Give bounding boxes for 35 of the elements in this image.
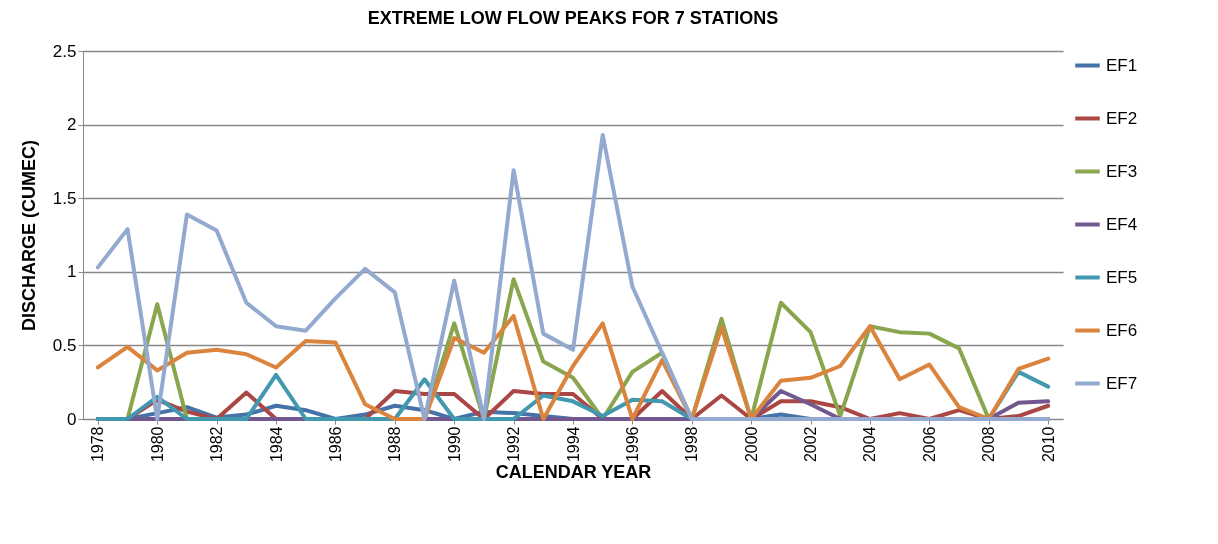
x-tick-label: 1980 — [148, 426, 166, 463]
legend-label: EF2 — [1106, 108, 1138, 128]
x-axis-title: CALENDAR YEAR — [495, 462, 652, 483]
legend-label: EF7 — [1106, 373, 1138, 393]
x-tick-label: 2006 — [920, 426, 938, 463]
legend-label: EF6 — [1106, 320, 1138, 340]
chart-title: EXTREME LOW FLOW PEAKS FOR 7 STATIONS — [367, 8, 779, 28]
x-tick-label: 1996 — [623, 426, 641, 463]
legend-label: EF1 — [1106, 55, 1138, 75]
line-series — [95, 132, 1051, 421]
y-tick-label: 1 — [67, 262, 77, 282]
x-tick-label: 1986 — [326, 426, 344, 463]
x-tick-label: 1978 — [89, 426, 107, 463]
y-tick-label: 0.5 — [52, 335, 77, 355]
y-tick-label: 2.5 — [52, 41, 77, 61]
y-tick-label: 2 — [67, 115, 77, 135]
x-tick-label: 2000 — [742, 426, 760, 463]
y-tick-label: 1.5 — [52, 188, 77, 208]
legend-label: EF3 — [1106, 161, 1138, 181]
legend-label: EF5 — [1106, 267, 1138, 287]
line-series — [95, 313, 1051, 421]
x-tick-label: 1992 — [505, 426, 523, 463]
x-tick-label: 1994 — [564, 426, 582, 463]
y-tick-label: 0 — [67, 409, 77, 429]
x-tick-label: 2002 — [802, 426, 820, 463]
x-tick-label: 2010 — [1039, 426, 1057, 463]
x-tick-label: 2008 — [980, 426, 998, 463]
x-tick-label: 2004 — [861, 426, 879, 463]
x-tick-label: 1988 — [386, 426, 404, 463]
x-tick-label: 1990 — [445, 426, 463, 463]
x-tick-label: 1982 — [208, 426, 226, 463]
x-tick-label: 1998 — [683, 426, 701, 463]
legend-label: EF4 — [1106, 214, 1138, 234]
y-axis-title: DISCHARGE (CUMEC) — [18, 140, 39, 331]
x-tick-label: 1984 — [267, 426, 285, 463]
